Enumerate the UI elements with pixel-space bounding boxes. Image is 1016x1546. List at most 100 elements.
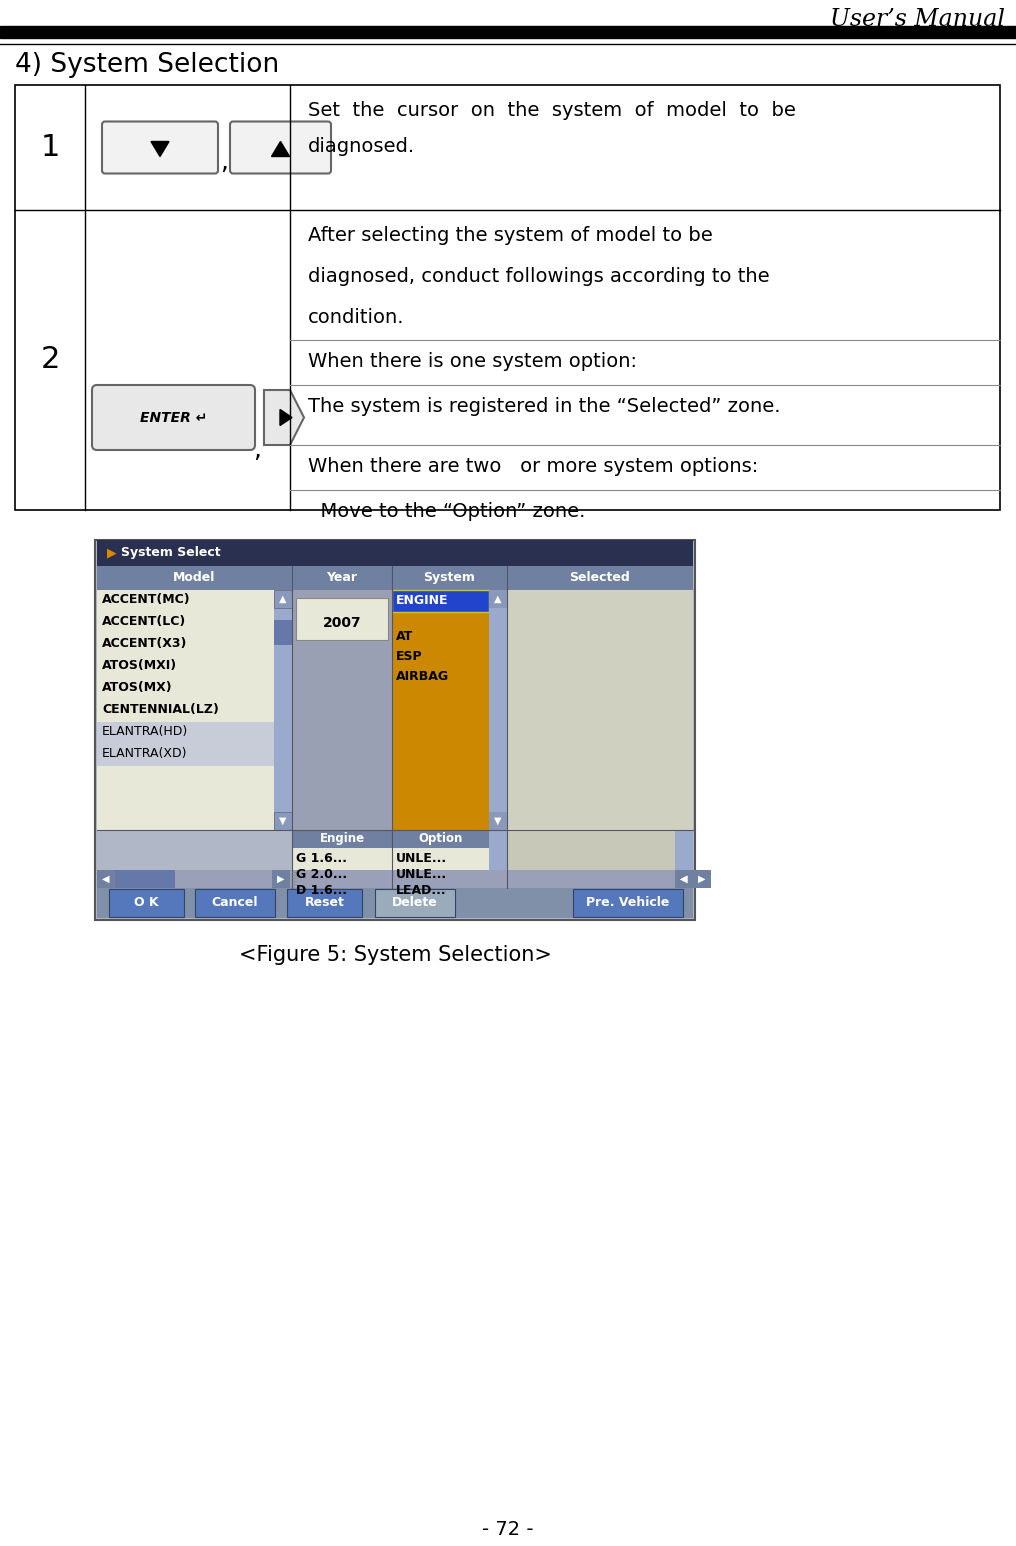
Text: Delete: Delete xyxy=(392,897,438,909)
Text: ESP: ESP xyxy=(396,649,423,663)
Text: diagnosed, conduct followings according to the: diagnosed, conduct followings according … xyxy=(308,267,770,286)
Bar xyxy=(693,870,711,887)
Bar xyxy=(274,812,292,830)
Bar xyxy=(489,591,507,830)
Bar xyxy=(675,830,693,887)
Text: The system is registered in the “Selected” zone.: The system is registered in the “Selecte… xyxy=(308,397,780,416)
Text: - 72 -: - 72 - xyxy=(483,1520,533,1538)
Bar xyxy=(573,889,683,917)
Text: O K: O K xyxy=(134,897,158,909)
Bar xyxy=(296,598,388,640)
Bar xyxy=(97,870,693,887)
Bar xyxy=(489,830,507,887)
Text: ▶: ▶ xyxy=(277,873,284,884)
Bar xyxy=(115,870,175,887)
Bar xyxy=(507,566,693,591)
Polygon shape xyxy=(280,410,292,425)
Text: User’s Manual: User’s Manual xyxy=(830,8,1005,31)
Bar xyxy=(489,591,507,608)
Text: ,: , xyxy=(220,150,228,175)
Bar xyxy=(272,870,290,887)
Text: System: System xyxy=(424,570,475,584)
Text: AT: AT xyxy=(396,631,414,643)
Text: UNLE...: UNLE... xyxy=(396,852,447,866)
Bar xyxy=(96,540,695,920)
Bar xyxy=(97,870,115,887)
Text: CENTENNIAL(LZ): CENTENNIAL(LZ) xyxy=(102,703,218,716)
Text: ▶: ▶ xyxy=(698,873,706,884)
Polygon shape xyxy=(151,142,169,156)
Bar xyxy=(195,889,275,917)
Text: ACCENT(X3): ACCENT(X3) xyxy=(102,637,187,649)
Bar xyxy=(375,889,455,917)
Text: When there are two   or more system options:: When there are two or more system option… xyxy=(308,458,758,476)
Bar xyxy=(97,540,693,566)
Text: ACCENT(LC): ACCENT(LC) xyxy=(102,615,186,628)
Text: Engine: Engine xyxy=(319,832,365,846)
FancyBboxPatch shape xyxy=(92,385,255,450)
Bar xyxy=(97,744,274,765)
Text: Year: Year xyxy=(326,570,358,584)
Text: ELANTRA(HD): ELANTRA(HD) xyxy=(102,725,188,737)
Text: LEAD...: LEAD... xyxy=(396,884,447,897)
Text: AIRBAG: AIRBAG xyxy=(396,669,449,683)
Bar xyxy=(292,566,392,591)
Text: ATOS(MXI): ATOS(MXI) xyxy=(102,659,177,673)
Text: Cancel: Cancel xyxy=(211,897,258,909)
Bar xyxy=(392,566,507,591)
Text: diagnosed.: diagnosed. xyxy=(308,138,416,156)
Bar xyxy=(97,887,693,918)
Text: 2007: 2007 xyxy=(323,615,362,631)
Text: Selected: Selected xyxy=(570,570,630,584)
Text: ENGINE: ENGINE xyxy=(396,594,448,608)
Bar xyxy=(274,591,292,830)
Bar xyxy=(287,889,362,917)
Bar xyxy=(109,889,184,917)
Text: ▲: ▲ xyxy=(494,594,502,604)
FancyBboxPatch shape xyxy=(102,122,218,173)
Text: <Figure 5: System Selection>: <Figure 5: System Selection> xyxy=(239,945,552,965)
Text: ▼: ▼ xyxy=(279,816,287,826)
Bar xyxy=(292,591,392,830)
Text: System Select: System Select xyxy=(121,546,220,560)
Polygon shape xyxy=(271,142,290,156)
Bar xyxy=(0,26,1016,39)
Text: ◀: ◀ xyxy=(103,873,110,884)
Text: 2: 2 xyxy=(41,345,60,374)
Text: Set  the  cursor  on  the  system  of  model  to  be: Set the cursor on the system of model to… xyxy=(308,100,796,121)
Bar xyxy=(675,870,693,887)
Text: ▲: ▲ xyxy=(279,594,287,604)
Text: ▼: ▼ xyxy=(494,816,502,826)
Bar xyxy=(489,812,507,830)
Bar xyxy=(292,849,392,887)
Text: 1: 1 xyxy=(41,133,60,162)
Polygon shape xyxy=(264,390,304,445)
Bar xyxy=(392,591,489,830)
Bar xyxy=(507,830,693,887)
Bar xyxy=(97,722,274,744)
Bar xyxy=(507,591,693,830)
Text: 4) System Selection: 4) System Selection xyxy=(15,53,279,77)
Text: condition.: condition. xyxy=(308,308,404,328)
Text: Reset: Reset xyxy=(305,897,344,909)
Text: ▶: ▶ xyxy=(107,546,117,560)
Bar xyxy=(392,591,489,612)
Text: ELANTRA(XD): ELANTRA(XD) xyxy=(102,747,188,761)
Bar xyxy=(97,566,292,591)
FancyBboxPatch shape xyxy=(230,122,331,173)
Text: Option: Option xyxy=(419,832,462,846)
Text: When there is one system option:: When there is one system option: xyxy=(308,352,637,371)
Text: ACCENT(MC): ACCENT(MC) xyxy=(102,594,191,606)
Text: G 1.6...: G 1.6... xyxy=(296,852,347,866)
Bar xyxy=(274,620,292,645)
Text: Pre. Vehicle: Pre. Vehicle xyxy=(586,897,670,909)
Text: D 1.6...: D 1.6... xyxy=(296,884,347,897)
Bar xyxy=(97,591,274,830)
Bar xyxy=(292,830,392,849)
Text: ◀: ◀ xyxy=(681,873,688,884)
Text: ATOS(MX): ATOS(MX) xyxy=(102,680,173,694)
Bar xyxy=(274,591,292,608)
Text: ,: , xyxy=(253,438,261,462)
Text: ◀: ◀ xyxy=(681,873,688,884)
Bar xyxy=(392,849,489,887)
